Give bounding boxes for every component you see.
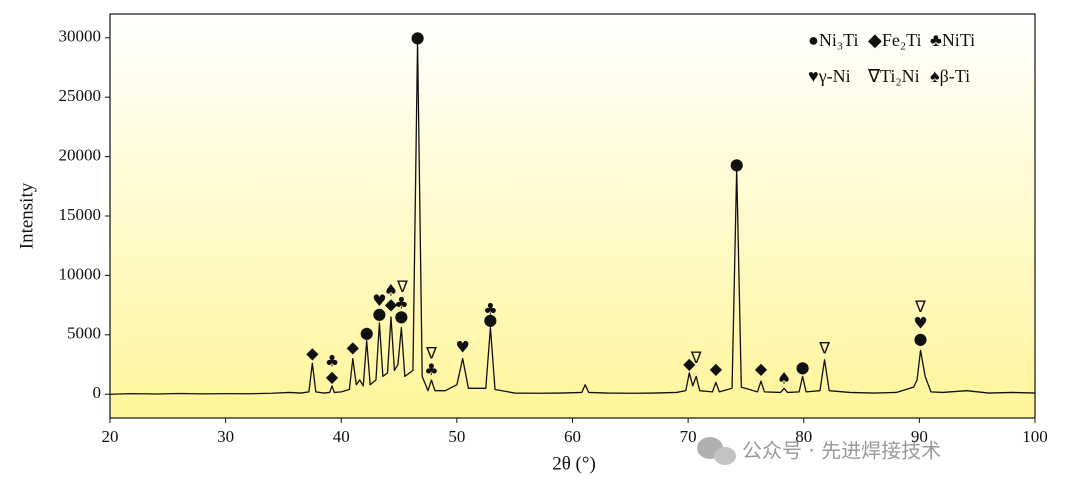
x-tick-label: 100 [1022, 427, 1048, 446]
y-tick-label: 20000 [59, 145, 102, 164]
peak-marker: ● [372, 304, 386, 323]
y-tick-label: 25000 [59, 86, 102, 105]
watermark: 公众号 · 先进焊接技术 [742, 439, 941, 463]
peak-marker: ◆ [326, 367, 339, 386]
peak-marker: ● [411, 27, 425, 46]
legend-entry: ◆Fe₂Ti [868, 30, 921, 50]
legend-entry: ♣NiTi [930, 30, 975, 50]
y-tick-label: 15000 [59, 205, 102, 224]
peak-marker: ◆ [385, 295, 398, 314]
x-tick-label: 50 [448, 427, 465, 446]
peak-marker: ♥ [913, 314, 927, 333]
legend-entry: ∇Ti₂Ni [867, 66, 920, 86]
x-tick-label: 90 [911, 427, 928, 446]
legend-entry: ●Ni₃Ti [808, 30, 859, 50]
peak-marker: ♣ [483, 299, 497, 318]
y-tick-label: 5000 [67, 324, 101, 343]
peak-marker: ♣ [394, 293, 408, 312]
watermark-icon [697, 437, 736, 465]
legend-entry: ♠β-Ti [930, 66, 970, 86]
peak-marker: ◆ [710, 359, 723, 378]
peak-marker: ● [796, 358, 810, 377]
legend-entry: ♥γ-Ni [808, 66, 851, 86]
peak-marker: ♣ [424, 360, 438, 379]
peak-marker: ● [730, 154, 744, 173]
y-tick-label: 0 [93, 383, 102, 402]
x-axis-label: 2θ (°) [552, 453, 596, 474]
y-axis-label: Intensity [16, 182, 37, 249]
y-tick-label: 10000 [59, 264, 102, 283]
peak-marker: ◆ [755, 359, 768, 378]
peak-marker: ◆ [683, 354, 696, 373]
peak-marker: ♥ [455, 337, 469, 356]
peak-marker: ● [483, 310, 497, 329]
x-tick-label: 70 [680, 427, 697, 446]
x-tick-label: 60 [564, 427, 581, 446]
x-tick-label: 20 [102, 427, 119, 446]
x-tick-label: 80 [795, 427, 812, 446]
peak-marker: ♥ [372, 291, 386, 310]
peak-marker: ● [360, 323, 374, 342]
peak-marker: ∇ [425, 343, 437, 362]
peak-marker: ♣ [325, 352, 339, 371]
plot-area [109, 13, 1036, 419]
peak-marker: ♠ [777, 368, 791, 387]
y-tick-label: 30000 [59, 27, 102, 46]
peak-marker: ● [914, 329, 928, 348]
peak-marker: ∇ [914, 297, 926, 316]
x-tick-label: 30 [217, 427, 234, 446]
x-tick-label: 40 [333, 427, 350, 446]
xrd-line [109, 40, 1036, 395]
peak-marker: ◆ [306, 343, 319, 362]
peak-marker: ♠ [384, 280, 398, 299]
peak-marker: ∇ [818, 339, 830, 358]
peak-marker: ∇ [396, 277, 408, 296]
peak-marker: ● [394, 307, 408, 326]
peak-marker: ◆ [347, 337, 360, 356]
peak-marker: ∇ [690, 348, 702, 367]
